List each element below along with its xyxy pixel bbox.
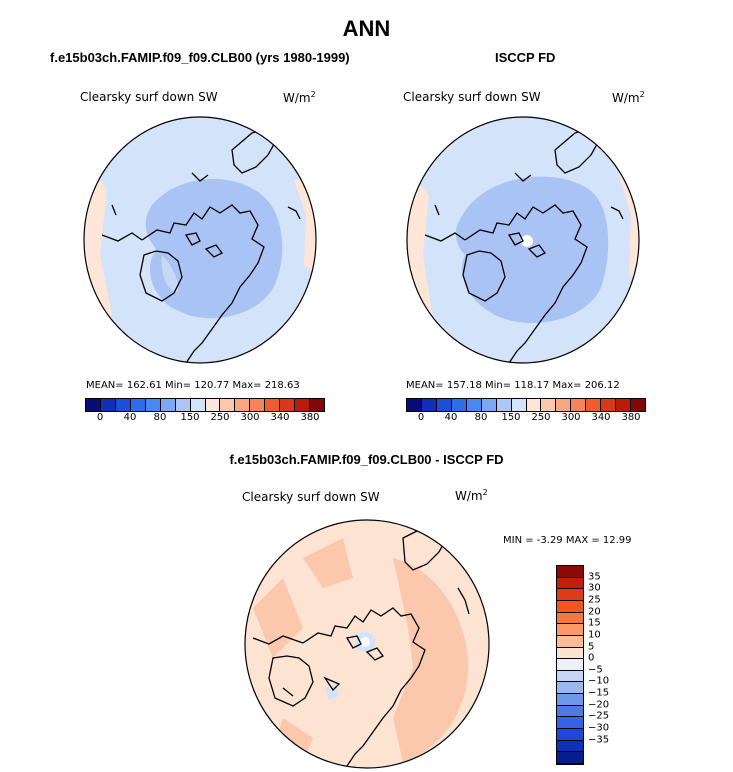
diff-colorbar-tick-14: −35 — [588, 734, 610, 746]
panel1-colorbar-box-14 — [295, 399, 311, 411]
panel2-colorbar-box-7 — [511, 399, 527, 411]
panel2-colorbar-box-8 — [526, 399, 542, 411]
diff-colorbar-box-10 — [557, 682, 583, 695]
panel1-colorbar-box-6 — [175, 399, 191, 411]
panel2-polar-map — [406, 116, 640, 364]
panel1-colorbar-box-7 — [190, 399, 206, 411]
figure-title: ANN — [342, 16, 391, 41]
diff-colorbar-tick-2: 25 — [588, 594, 601, 606]
panel1-colorbar-box-1 — [100, 399, 116, 411]
diff-colorbar — [556, 565, 584, 765]
panel2-colorbar-tick-0: 0 — [417, 412, 425, 423]
panel1-polar-map — [83, 116, 317, 364]
panel2-colorbar-box-6 — [496, 399, 512, 411]
panel2-colorbar-box-13 — [601, 399, 617, 411]
diff-colorbar-box-9 — [557, 670, 583, 683]
panel1-colorbar-tick-7: 380 — [300, 412, 320, 423]
panel1-colorbar-box-3 — [130, 399, 146, 411]
diff-colorbar-tick-10: −15 — [588, 687, 610, 699]
diff-colorbar-box-14 — [557, 729, 583, 741]
panel2-case-title: ISCCP FD — [495, 50, 556, 65]
diff-colorbar-box-6 — [557, 635, 583, 648]
diff-colorbar-tick-0: 35 — [588, 571, 601, 583]
diff-colorbar-box-7 — [557, 647, 583, 660]
diff-stats: MIN = -3.29 MAX = 12.99 — [503, 535, 632, 546]
panel2-colorbar-box-14 — [616, 399, 632, 411]
diff-polar-map — [244, 519, 490, 769]
panel2-colorbar-box-4 — [466, 399, 482, 411]
diff-colorbar-box-11 — [557, 694, 583, 706]
diff-colorbar-tick-13: −30 — [588, 722, 610, 734]
panel2-colorbar-box-0 — [407, 399, 422, 411]
panel1-colorbar-tick-1: 40 — [123, 412, 137, 423]
diff-colorbar-box-1 — [557, 577, 583, 590]
panel1-colorbar: 0 40 80 150 250 300 340 380 — [85, 398, 325, 426]
panel2-colorbar-box-12 — [586, 399, 602, 411]
panel2-stats: MEAN= 157.18 Min= 118.17 Max= 206.12 — [406, 380, 620, 391]
panel2-colorbar: 0 40 80 150 250 300 340 380 — [406, 398, 646, 426]
panel1-colorbar-tick-5: 300 — [240, 412, 260, 423]
diff-title: f.e15b03ch.FAMIP.f09_f09.CLB00 - ISCCP F… — [229, 452, 504, 467]
panel2-colorbar-tick-2: 80 — [474, 412, 488, 423]
diff-units-label: W/m2 — [455, 488, 488, 503]
panel2-colorbar-tick-1: 40 — [444, 412, 458, 423]
panel2-colorbar-box-2 — [436, 399, 452, 411]
panel2-colorbar-box-10 — [556, 399, 572, 411]
panel1-colorbar-box-12 — [265, 399, 281, 411]
diff-colorbar-tick-8: −5 — [588, 664, 603, 676]
panel1-colorbar-box-9 — [220, 399, 236, 411]
diff-colorbar-tick-3: 20 — [588, 606, 601, 618]
panel1-colorbar-box-5 — [160, 399, 176, 411]
panel2-units-label: W/m2 — [612, 90, 645, 105]
diff-colorbar-box-13 — [557, 717, 583, 730]
diff-colorbar-tick-4: 15 — [588, 617, 601, 629]
diff-colorbar-tick-11: −20 — [588, 699, 610, 711]
panel1-colorbar-box-2 — [115, 399, 131, 411]
panel1-colorbar-box-0 — [86, 399, 101, 411]
diff-colorbar-box-2 — [557, 589, 583, 601]
panel2-variable-label: Clearsky surf down SW — [403, 90, 541, 104]
panel2-colorbar-tick-6: 340 — [591, 412, 611, 423]
diff-colorbar-tick-7: 0 — [588, 652, 595, 664]
panel2-colorbar-tick-4: 250 — [531, 412, 551, 423]
diff-colorbar-box-12 — [557, 705, 583, 718]
panel1-colorbar-box-11 — [250, 399, 266, 411]
panel2-colorbar-tick-7: 380 — [621, 412, 641, 423]
diff-variable-label: Clearsky surf down SW — [242, 490, 380, 504]
panel2-colorbar-box-3 — [451, 399, 467, 411]
panel1-colorbar-box-8 — [205, 399, 221, 411]
panel1-colorbar-box-10 — [235, 399, 251, 411]
diff-colorbar-box-0 — [557, 566, 583, 578]
diff-colorbar-box-3 — [557, 600, 583, 613]
diff-colorbar-box-5 — [557, 624, 583, 636]
panel1-case-title: f.e15b03ch.FAMIP.f09_f09.CLB00 (yrs 1980… — [50, 50, 350, 65]
panel1-colorbar-box-15 — [310, 399, 324, 411]
panel1-units-label: W/m2 — [283, 90, 316, 105]
panel1-colorbar-box-13 — [280, 399, 296, 411]
panel2-colorbar-tick-5: 300 — [561, 412, 581, 423]
diff-colorbar-box-4 — [557, 612, 583, 625]
panel1-stats: MEAN= 162.61 Min= 120.77 Max= 218.63 — [86, 380, 300, 391]
diff-colorbar-box-16 — [557, 752, 583, 764]
panel2-colorbar-box-1 — [421, 399, 437, 411]
panel1-variable-label: Clearsky surf down SW — [80, 90, 218, 104]
panel1-colorbar-tick-6: 340 — [270, 412, 290, 423]
panel2-colorbar-box-9 — [541, 399, 557, 411]
diff-colorbar-tick-6: 5 — [588, 641, 595, 653]
panel1-colorbar-tick-0: 0 — [96, 412, 104, 423]
diff-colorbar-tick-12: −25 — [588, 710, 610, 722]
diff-colorbar-tick-1: 30 — [588, 582, 601, 594]
panel2-colorbar-box-11 — [571, 399, 587, 411]
panel1-colorbar-tick-4: 250 — [210, 412, 230, 423]
panel1-colorbar-box-4 — [145, 399, 161, 411]
panel2-colorbar-box-15 — [631, 399, 645, 411]
panel2-colorbar-box-5 — [481, 399, 497, 411]
panel1-colorbar-tick-3: 150 — [180, 412, 200, 423]
panel2-colorbar-tick-3: 150 — [501, 412, 521, 423]
diff-colorbar-box-15 — [557, 740, 583, 753]
diff-colorbar-tick-5: 10 — [588, 629, 601, 641]
diff-colorbar-box-8 — [557, 659, 583, 671]
panel1-colorbar-tick-2: 80 — [153, 412, 167, 423]
diff-colorbar-tick-9: −10 — [588, 675, 610, 687]
